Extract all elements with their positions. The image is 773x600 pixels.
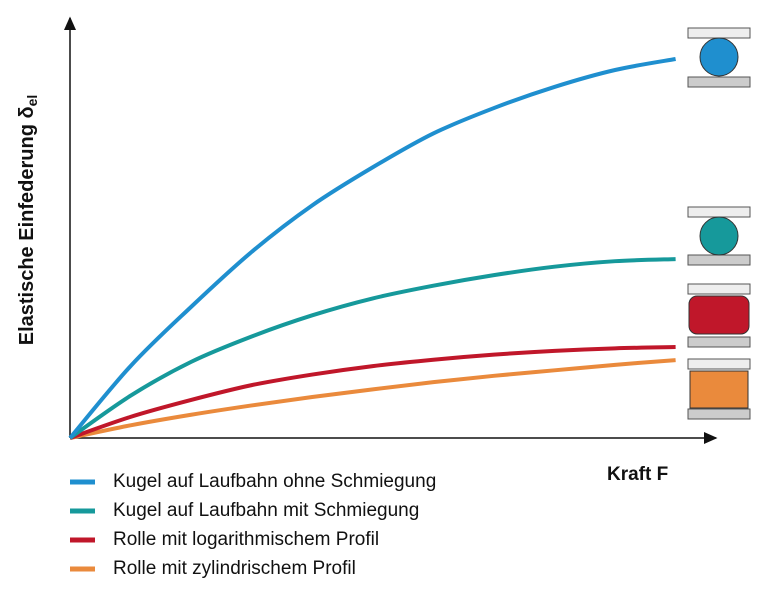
series-line	[69, 358, 676, 440]
x-axis-title: Kraft F	[607, 464, 668, 485]
series-line	[69, 345, 676, 440]
legend-label: Kugel auf Laufbahn mit Schmiegung	[113, 500, 419, 521]
legend-label: Rolle mit logarithmischem Profil	[113, 529, 379, 550]
legend-label: Rolle mit zylindrischem Profil	[113, 558, 356, 579]
y-axis-title: Elastische Einfederung δel	[16, 95, 39, 346]
series-line	[68, 57, 676, 440]
icons	[687, 27, 751, 420]
y-label-sub: el	[24, 95, 40, 107]
series-line	[68, 257, 676, 440]
legend-label: Kugel auf Laufbahn ohne Schmiegung	[113, 471, 436, 492]
y-label: Elastische Einfederung δ	[16, 106, 38, 345]
